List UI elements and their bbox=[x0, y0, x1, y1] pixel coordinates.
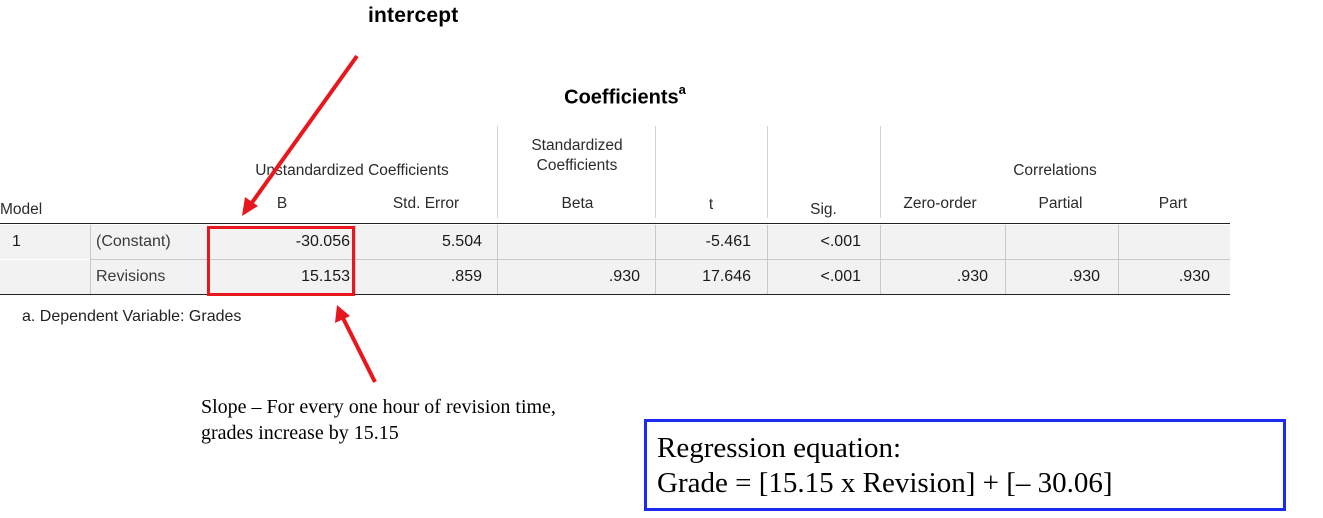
col-header-model: Model bbox=[0, 201, 43, 218]
cell-divider bbox=[1005, 225, 1006, 294]
table-footnote: a. Dependent Variable: Grades bbox=[22, 308, 242, 325]
cell-model: 1 bbox=[12, 233, 21, 250]
cell-label: (Constant) bbox=[96, 233, 171, 250]
intercept-label: intercept bbox=[368, 4, 459, 27]
group-header-correlations: Correlations bbox=[1013, 162, 1097, 179]
cell-sig: <.001 bbox=[820, 233, 861, 250]
table-row: Revisions 15.153 .859 .930 17.646 <.001 … bbox=[0, 260, 1230, 294]
table-row: 1 (Constant) -30.056 5.504 -5.461 <.001 bbox=[0, 225, 1230, 259]
slope-note: Slope – For every one hour of revision t… bbox=[201, 396, 556, 444]
intercept-arrow bbox=[242, 54, 359, 216]
cell-partial: .930 bbox=[1068, 268, 1100, 285]
cell-t: 17.646 bbox=[702, 268, 751, 285]
col-header-std-error: Std. Error bbox=[392, 195, 460, 212]
group-header-unstandardized: Unstandardized Coefficients bbox=[255, 162, 449, 179]
cell-divider bbox=[497, 225, 498, 294]
header-divider bbox=[655, 126, 656, 218]
table-bottom-border bbox=[0, 294, 1230, 295]
cell-part: .930 bbox=[1178, 268, 1210, 285]
cell-std-error: 5.504 bbox=[441, 233, 482, 250]
slope-arrow bbox=[335, 305, 377, 383]
cell-divider bbox=[1118, 225, 1119, 294]
row-separator bbox=[90, 259, 1230, 260]
b-column-highlight bbox=[207, 226, 355, 296]
col-header-beta: Beta bbox=[561, 195, 594, 212]
table-title: Coefficientsa bbox=[0, 82, 1230, 110]
cell-beta: .930 bbox=[608, 268, 640, 285]
cell-divider bbox=[90, 225, 91, 294]
cell-zero-order: .930 bbox=[956, 268, 988, 285]
cell-b: 15.153 bbox=[301, 268, 350, 285]
regression-equation-box: Regression equation: Grade = [15.15 x Re… bbox=[644, 419, 1286, 511]
cell-t: -5.461 bbox=[705, 233, 751, 250]
col-header-sig: Sig. bbox=[810, 201, 837, 218]
header-divider bbox=[497, 126, 498, 218]
col-header-part: Part bbox=[1158, 195, 1188, 212]
cell-b: -30.056 bbox=[295, 233, 350, 250]
cell-label: Revisions bbox=[96, 268, 166, 285]
col-header-t: t bbox=[708, 196, 714, 213]
col-header-zero-order: Zero-order bbox=[903, 195, 977, 212]
table-title-text: Coefficients bbox=[564, 86, 679, 109]
header-divider bbox=[767, 126, 768, 218]
group-header-standardized: Standardized Coefficients bbox=[531, 137, 623, 174]
table-header-border bbox=[0, 223, 1230, 224]
col-header-partial: Partial bbox=[1038, 195, 1083, 212]
equation-title: Regression equation: bbox=[657, 432, 902, 464]
cell-divider bbox=[355, 225, 356, 294]
cell-divider bbox=[880, 225, 881, 294]
cell-divider bbox=[655, 225, 656, 294]
cell-divider bbox=[767, 225, 768, 294]
table-title-superscript: a bbox=[678, 82, 686, 97]
cell-std-error: .859 bbox=[450, 268, 482, 285]
equation-formula: Grade = [15.15 x Revision] + [– 30.06] bbox=[657, 467, 1113, 499]
header-divider bbox=[880, 126, 881, 218]
col-header-b: B bbox=[276, 195, 288, 212]
cell-sig: <.001 bbox=[820, 268, 861, 285]
